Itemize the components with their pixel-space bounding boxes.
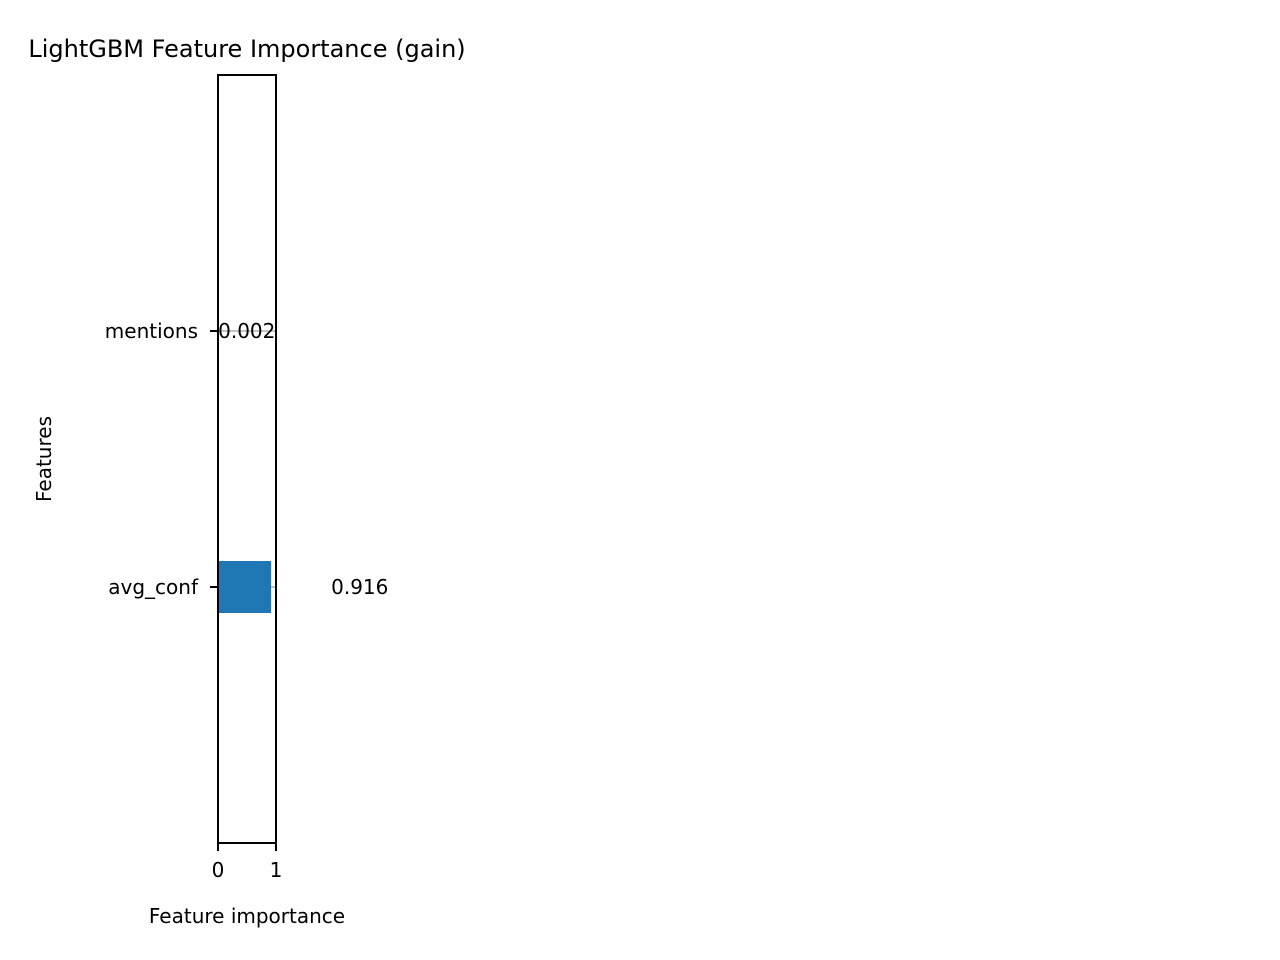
grid-lines [218,330,276,588]
bars [218,305,272,613]
y-tick-label-mentions: mentions [105,319,198,343]
y-axis-label: Features [32,416,56,502]
axes-frame [217,74,277,844]
value-labels: 0.916 0.002 [218,319,388,599]
x-axis-label: Feature importance [149,904,345,928]
value-label-mentions: 0.002 [218,319,275,343]
x-tick-label: 0 [212,858,225,882]
value-label-avg-conf: 0.916 [331,575,388,599]
y-tick-label-avg-conf: avg_conf [108,575,199,599]
ticks: avg_conf mentions 0 1 [105,319,283,882]
bar-avg-conf [218,561,272,613]
x-tick-label: 1 [270,858,283,882]
chart-title: LightGBM Feature Importance (gain) [28,35,465,63]
